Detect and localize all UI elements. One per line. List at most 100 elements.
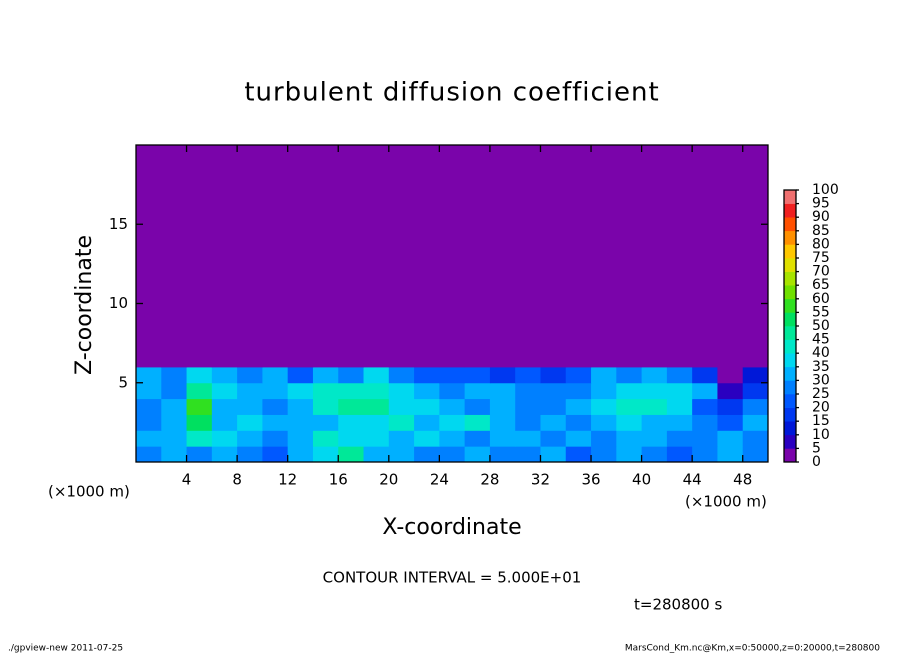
heat-cell [287,145,314,368]
footer-right: MarsCond_Km.nc@Km,x=0:50000,z=0:20000,t=… [625,644,880,654]
x-tick-label: 16 [329,471,348,489]
time-note: t=280800 s [634,596,722,614]
heat-cell [312,446,339,463]
heat-cell [136,382,162,400]
heat-cell [363,382,390,400]
colorbar-cell [784,339,796,354]
colorbar-label: 50 [812,318,830,334]
heat-cell [540,414,567,431]
heat-cell [262,414,289,431]
heat-cell [742,430,769,447]
heat-cell [464,366,491,384]
heat-cell [414,382,440,400]
heat-cell [338,145,365,368]
y-tick-label: 10 [109,294,128,312]
colorbar-label: 20 [812,400,830,416]
heat-cell [237,382,263,400]
colorbar-cell [784,434,796,449]
heat-cell [312,382,339,400]
heat-cell [692,430,718,447]
colorbar-label: 40 [812,345,830,361]
heat-cell [211,430,238,447]
x-tick-label: 44 [683,471,702,489]
heat-cell [312,366,339,384]
heat-cell [565,446,592,463]
x-tick-label: 12 [278,471,297,489]
heat-cell [388,398,415,415]
heat-cell [388,366,415,384]
heat-cell [237,430,263,447]
heat-cell [439,382,466,400]
heat-cell [363,446,390,463]
heat-cell [186,398,213,415]
heat-cell [439,446,466,463]
heat-cell [591,398,617,415]
heat-cell [464,430,491,447]
heat-cell [414,446,440,463]
heat-cell [237,366,263,384]
heat-cell [186,366,213,384]
heat-cell [186,446,213,463]
heat-cell [641,398,668,415]
heat-cell [692,414,718,431]
x-axis-label: X-coordinate [382,515,521,540]
heat-cell [439,145,466,368]
heat-cell [237,446,263,463]
heat-cell [262,446,289,463]
y-tick-label: 15 [109,215,128,233]
colorbar-label: 15 [812,413,830,429]
colorbar-label: 55 [812,304,830,320]
x-tick-label: 4 [182,471,192,489]
heat-cell [363,414,390,431]
heat-cell [717,430,744,447]
heat-cell [666,382,693,400]
y-axis-label: Z-coordinate [72,235,97,375]
chart-title: turbulent diffusion coefficient [244,78,659,108]
colorbar-cell [784,448,796,463]
heat-cell [464,414,491,431]
heat-cell [312,414,339,431]
heat-cell [489,446,516,463]
colorbar-cell [784,271,796,286]
heat-cell [742,145,769,368]
heat-cell [565,145,592,368]
heat-cell [186,430,213,447]
heat-cell [161,430,188,447]
colorbar-cell [784,244,796,259]
heat-cell [489,398,516,415]
heat-cell [717,398,744,415]
heat-cell [515,446,541,463]
heat-cell [312,430,339,447]
colorbar-label: 45 [812,332,830,348]
heat-cell [388,382,415,400]
heat-cell [136,446,162,463]
heat-cell [666,414,693,431]
x-tick-label: 24 [430,471,449,489]
heat-cell [641,382,668,400]
colorbar-label: 0 [812,454,821,470]
heat-cell [338,430,365,447]
y-tick-label: 5 [118,373,128,391]
heat-cell [338,398,365,415]
heat-cell [136,398,162,415]
colorbar-label: 25 [812,386,830,402]
heat-cell [616,398,643,415]
heat-cell [338,382,365,400]
colorbar-cell [784,298,796,313]
heat-cell [211,414,238,431]
heat-cell [717,414,744,431]
heat-cell [616,145,643,368]
heat-cell [565,430,592,447]
heat-cell [489,430,516,447]
heat-cell [666,446,693,463]
colorbar-label: 60 [812,291,830,307]
heat-cell [616,382,643,400]
heat-cell [287,366,314,384]
heat-cell [540,398,567,415]
heat-cell [414,430,440,447]
heat-cell [565,414,592,431]
colorbar-label: 65 [812,277,830,293]
heat-cell [641,145,668,368]
heat-cell [464,382,491,400]
